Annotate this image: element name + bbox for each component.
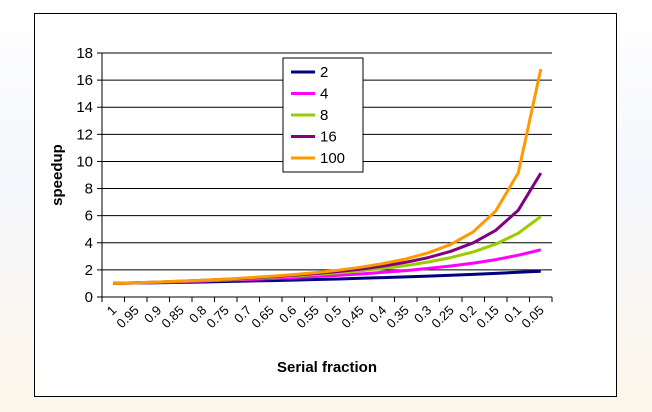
chart-area: 0 2 4 6 8 10 12 14 16 18 1 0.95 0.9 0.85 0.8 0.75 0.7 0.… (34, 13, 617, 397)
x-axis-title: Serial fraction (277, 359, 377, 376)
y-tick-label: 12 (76, 126, 93, 143)
x-tick-label: 0.25 (428, 303, 457, 332)
legend-label-100: 100 (320, 150, 345, 167)
x-tick-label: 0.55 (293, 303, 322, 332)
legend-label-2: 2 (320, 64, 328, 81)
y-tick-label: 4 (85, 235, 93, 252)
x-tick-label: 0.75 (203, 303, 232, 332)
y-tick-label: 0 (85, 289, 93, 306)
x-tick-label: 0.85 (158, 303, 187, 332)
y-tick-label: 2 (85, 262, 93, 279)
y-tick-labels: 0 2 4 6 8 10 12 14 16 18 (76, 45, 93, 306)
y-tick-label: 16 (76, 72, 93, 89)
x-tick-labels: 10.95 0.90.85 0.80.75 0.70.65 0.60.55 0.50.45… (104, 303, 547, 332)
x-tick-label: 0.45 (338, 303, 367, 332)
y-tick-label: 8 (85, 181, 93, 198)
line-chart: 0 2 4 6 8 10 12 14 16 18 10.95 0.90.85 0.80.75 0.70.… (49, 45, 553, 376)
x-tick-label: 0.15 (473, 303, 502, 332)
y-tick-label: 6 (85, 208, 93, 225)
legend: 2 4 8 16 100 (282, 57, 364, 173)
legend-label-4: 4 (320, 86, 328, 103)
x-tick-label: 0.95 (113, 303, 142, 332)
legend-label-8: 8 (320, 107, 328, 124)
x-tick-label: 0.35 (383, 303, 412, 332)
y-tick-label: 10 (76, 153, 93, 170)
series-lines (113, 68, 543, 285)
y-tick-label: 18 (76, 45, 93, 62)
y-axis-title: speedup (49, 144, 66, 206)
legend-label-16: 16 (320, 129, 337, 146)
x-tick-label: 0.05 (518, 303, 547, 332)
x-tick-label: 0.65 (248, 303, 277, 332)
y-tick-label: 14 (76, 99, 93, 116)
series-line-100 (113, 68, 543, 285)
axes (97, 52, 553, 302)
